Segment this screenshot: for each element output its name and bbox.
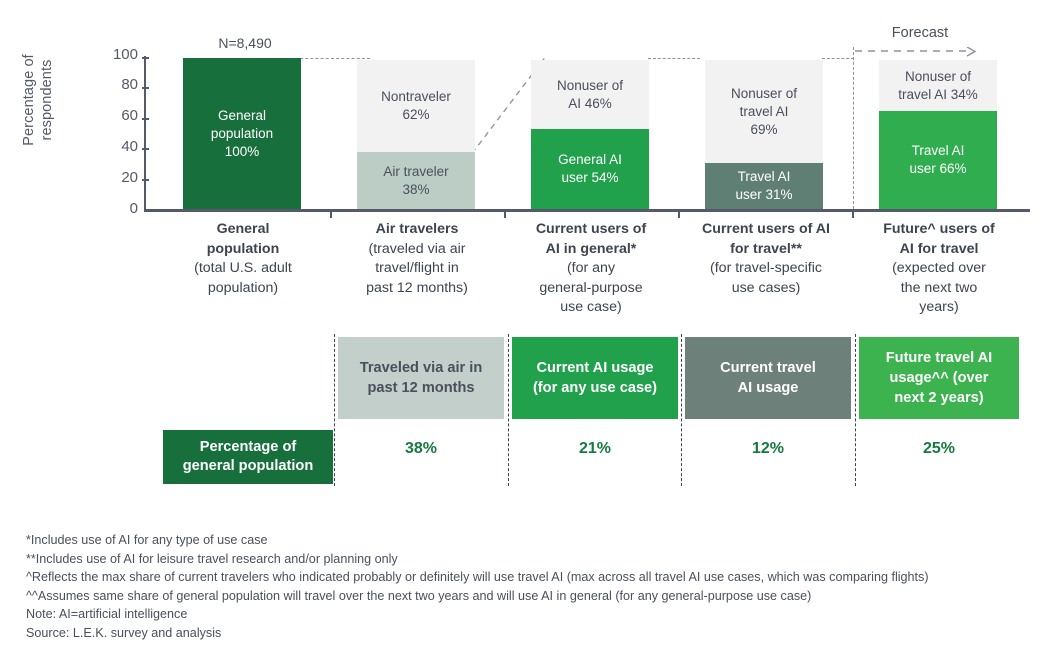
bar-segment-travel-ai-user: Travel AI user 31% (705, 163, 823, 209)
y-tick-20: 20 (121, 169, 138, 186)
x-category-sub-4: (for travel-specific use cases) (710, 260, 822, 296)
y-axis-line (144, 56, 146, 210)
x-category-sub-2: (traveled via air travel/flight in past … (366, 240, 468, 296)
connector-bar4-bar5 (822, 58, 854, 59)
table-value-3: 12% (751, 440, 785, 457)
x-tick-mark-4 (852, 211, 854, 218)
footnote-4: ^^Assumes same share of general populati… (26, 588, 812, 603)
y-tick-60: 60 (121, 107, 138, 124)
y-tick-40: 40 (121, 138, 138, 155)
y-tick-0: 0 (129, 200, 138, 217)
x-axis-line (144, 209, 1030, 212)
x-category-title-1: General population (206, 221, 280, 257)
x-category-sub-3: (for any general-purpose use case) (539, 260, 643, 315)
y-axis-tick-labels: 100 80 60 40 20 0 (96, 47, 138, 219)
footnote-3: ^Reflects the max share of current trave… (26, 570, 929, 585)
bar-segment-air-traveler: Air traveler 38% (357, 152, 475, 209)
table-row-label: Percentage of general population (163, 430, 333, 484)
bar-segment-nontraveler: Nontraveler 62% (357, 60, 475, 152)
y-tick-100: 100 (112, 46, 138, 63)
table-box-future-travel-ai-usage: Future travel AI usage^^ (over next 2 ye… (859, 337, 1019, 419)
x-category-title-3: Current users of AI in general* (535, 221, 647, 257)
table-value-1: 38% (404, 440, 438, 457)
x-category-label-3: Current users of AI in general* (for any… (511, 220, 671, 318)
table-divider-2 (508, 334, 509, 486)
y-tick-80: 80 (121, 76, 138, 93)
connector-bar1-bar2 (300, 58, 370, 59)
footnote-source: Source: L.E.K. survey and analysis (26, 625, 222, 640)
x-category-title-2: Air travelers (375, 221, 459, 237)
x-tick-mark-3 (678, 211, 680, 218)
table-box-current-travel-ai-usage: Current travel AI usage (685, 337, 851, 419)
footnote-note: Note: AI=artificial intelligence (26, 607, 188, 622)
connector-bar3-bar4 (648, 58, 700, 59)
table-box-traveled-via-air: Traveled via air in past 12 months (338, 337, 504, 419)
bar-segment-general-ai-user: General AI user 54% (531, 129, 649, 209)
x-category-sub-1: (total U.S. adult population) (194, 260, 292, 296)
table-divider-4 (855, 334, 856, 486)
bar-segment-nonuser-travel-ai-future: Nonuser of travel AI 34% (879, 60, 997, 111)
forecast-label: Forecast (891, 25, 949, 41)
x-category-label-4: Current users of AI for travel** (for tr… (683, 220, 849, 298)
x-category-label-2: Air travelers (traveled via air travel/f… (337, 220, 497, 298)
y-axis-title: Percentage of respondents (21, 54, 55, 146)
x-category-title-4: Current users of AI for travel** (702, 221, 830, 257)
x-tick-mark-2 (504, 211, 506, 218)
x-category-label-1: General population (total U.S. adult pop… (163, 220, 323, 298)
forecast-arrow-icon (855, 47, 977, 57)
table-box-current-ai-usage: Current AI usage (for any use case) (512, 337, 678, 419)
footnotes: *Includes use of AI for any type of use … (26, 531, 1036, 643)
table-value-2: 21% (578, 440, 612, 457)
x-category-title-5: Future^ users of AI for travel (883, 221, 995, 257)
table-value-4: 25% (922, 440, 956, 457)
footnote-1: *Includes use of AI for any type of use … (26, 533, 268, 547)
table-divider-1 (334, 334, 335, 486)
bar-segment-travel-ai-user-future: Travel AI user 66% (879, 111, 997, 209)
footnote-2: **Includes use of AI for leisure travel … (26, 551, 398, 566)
bar-segment-general-population: General population 100% (183, 58, 301, 209)
x-category-sub-5: (expected over the next two years) (892, 260, 986, 315)
table-divider-3 (681, 334, 682, 486)
bar-segment-nonuser-ai: Nonuser of AI 46% (531, 60, 649, 129)
bar-segment-nonuser-travel-ai: Nonuser of travel AI 69% (705, 60, 823, 163)
x-tick-mark-1 (330, 211, 332, 218)
x-category-label-5: Future^ users of AI for travel (expected… (859, 220, 1019, 318)
sample-size-label: N=8,490 (218, 35, 272, 51)
forecast-divider-line (853, 47, 854, 209)
